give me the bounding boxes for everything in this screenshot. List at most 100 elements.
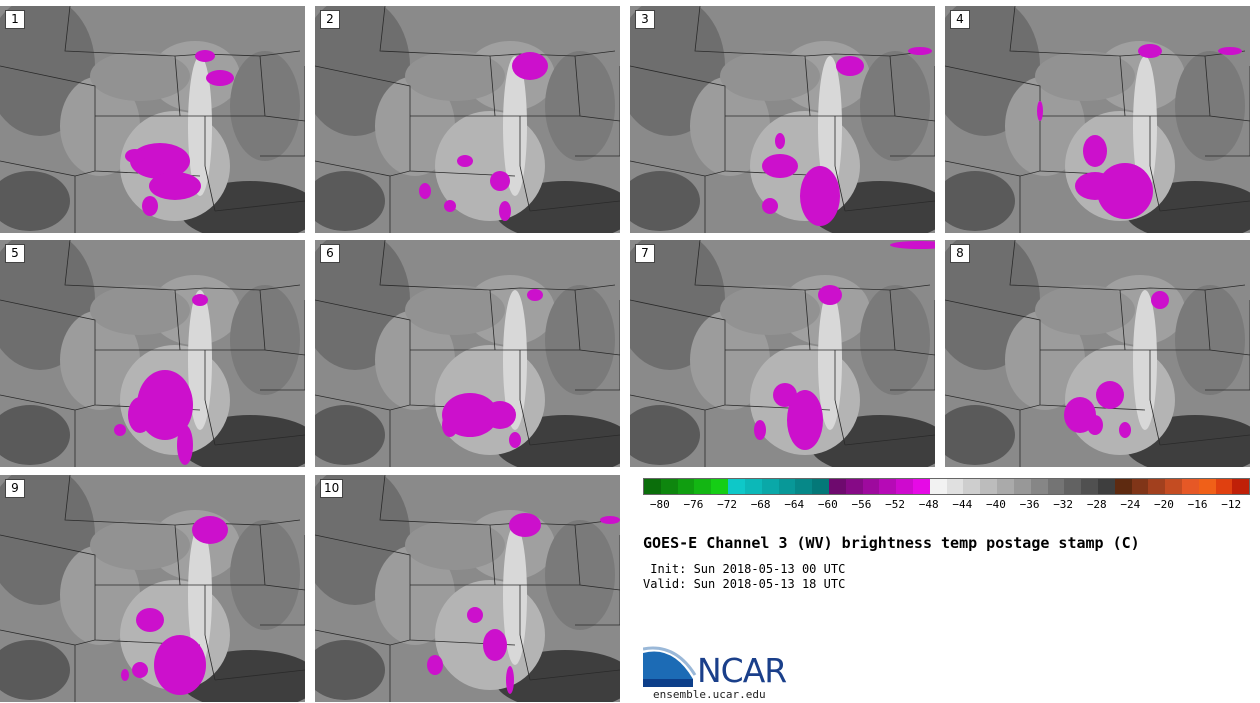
logo-url: ensemble.ucar.edu	[653, 688, 766, 701]
colorbar-swatch	[1198, 479, 1216, 494]
colorbar-swatch	[711, 479, 729, 494]
colorbar-tick-labels: −80 −76 −72 −68 −64 −60 −56 −52 −48 −44 −40 −36 −32−…	[643, 498, 1248, 512]
cold-cloud-top-region	[787, 390, 823, 450]
map-panel: 5	[0, 240, 305, 467]
cold-cloud-top-region	[818, 285, 842, 305]
colorbar-swatch	[1114, 479, 1132, 494]
cold-cloud-top-region	[177, 425, 193, 465]
colorbar-swatch	[963, 479, 981, 494]
colorbar-swatch	[1030, 479, 1048, 494]
colorbar-swatch	[1131, 479, 1149, 494]
colorbar-tick: −40	[985, 498, 1006, 511]
colorbar-swatch	[744, 479, 762, 494]
cold-cloud-top-region	[192, 294, 208, 306]
colorbar-swatch	[1064, 479, 1082, 494]
cold-cloud-top-region	[427, 655, 443, 675]
cold-cloud-top-region	[1138, 44, 1162, 58]
colorbar-swatch	[728, 479, 745, 494]
colorbar-swatch	[828, 479, 846, 494]
colorbar-swatch	[879, 479, 897, 494]
map-panel: 10	[315, 475, 620, 702]
colorbar-tick: −80	[649, 498, 670, 511]
colorbar-swatch	[1165, 479, 1182, 494]
water-vapor-map	[0, 240, 305, 467]
map-panel: 4	[945, 6, 1250, 233]
colorbar-swatch	[677, 479, 695, 494]
panel-number: 3	[635, 10, 655, 29]
water-vapor-map	[630, 240, 935, 467]
colorbar-swatch	[778, 479, 796, 494]
ncar-logo	[643, 646, 697, 687]
water-vapor-map	[315, 6, 620, 233]
colorbar-tick: −48	[918, 498, 939, 511]
colorbar-tick: −60	[817, 498, 838, 511]
colorbar-tick: −64	[784, 498, 805, 511]
cold-cloud-top-region	[512, 52, 548, 80]
cold-cloud-top-region	[762, 198, 778, 214]
cold-cloud-top-region	[125, 149, 145, 163]
water-vapor-map	[0, 6, 305, 233]
cold-cloud-top-region	[1083, 135, 1107, 167]
colorbar-swatch	[862, 479, 880, 494]
water-vapor-map	[945, 6, 1250, 233]
cold-cloud-top-region	[195, 50, 215, 62]
colorbar-swatch	[1148, 479, 1166, 494]
figure-title: GOES-E Channel 3 (WV) brightness temp po…	[643, 534, 1140, 552]
colorbar-swatch	[980, 479, 998, 494]
map-panel: 7	[630, 240, 935, 467]
panel-number: 8	[950, 244, 970, 263]
colorbar-swatch	[929, 479, 947, 494]
colorbar-swatch	[1097, 479, 1115, 494]
map-panel: 1	[0, 6, 305, 233]
water-vapor-map	[630, 6, 935, 233]
cold-cloud-top-region	[775, 133, 785, 149]
colorbar-tick: −32	[1053, 498, 1074, 511]
cold-cloud-top-region	[154, 635, 206, 695]
colorbar-swatch	[946, 479, 964, 494]
panel-number: 6	[320, 244, 340, 263]
colorbar-swatch	[1047, 479, 1065, 494]
cold-cloud-top-region	[1097, 163, 1153, 219]
water-vapor-map	[0, 475, 305, 702]
ncar-logo-text: NCAR	[697, 651, 787, 690]
panel-number: 5	[5, 244, 25, 263]
cold-cloud-top-region	[467, 607, 483, 623]
cold-cloud-top-region	[1218, 47, 1242, 55]
cold-cloud-top-region	[754, 420, 766, 440]
colorbar-swatch	[660, 479, 678, 494]
cold-cloud-top-region	[484, 401, 516, 429]
colorbar-tick: −16	[1187, 498, 1208, 511]
cold-cloud-top-region	[509, 432, 521, 448]
cold-cloud-top-region	[762, 154, 798, 178]
cold-cloud-top-region	[483, 629, 507, 661]
cold-cloud-top-region	[490, 171, 510, 191]
panel-number: 2	[320, 10, 340, 29]
colorbar-tick: −28	[1086, 498, 1107, 511]
map-panel: 6	[315, 240, 620, 467]
colorbar-tick: −56	[851, 498, 872, 511]
colorbar-swatch	[1232, 479, 1250, 494]
cold-cloud-top-region	[800, 166, 840, 226]
map-panel: 2	[315, 6, 620, 233]
map-panel: 9	[0, 475, 305, 702]
cold-cloud-top-region	[773, 383, 797, 407]
cold-cloud-top-region	[1075, 172, 1115, 200]
colorbar-swatch	[845, 479, 863, 494]
panel-number: 1	[5, 10, 25, 29]
colorbar-swatch	[1215, 479, 1233, 494]
cold-cloud-top-region	[192, 516, 228, 544]
colorbar-tick: −20	[1154, 498, 1174, 511]
colorbar-swatch	[1081, 479, 1098, 494]
colorbar-tick: −52	[885, 498, 906, 511]
panel-number: 9	[5, 479, 25, 498]
colorbar-tick: −76	[683, 498, 704, 511]
init-time: Init: Sun 2018-05-13 00 UTC	[643, 562, 846, 576]
cold-cloud-top-region	[509, 513, 541, 537]
water-vapor-map	[315, 475, 620, 702]
cold-cloud-top-region	[114, 424, 126, 436]
cold-cloud-top-region	[121, 669, 129, 681]
cold-cloud-top-region	[442, 413, 458, 437]
cold-cloud-top-region	[149, 172, 201, 200]
colorbar-swatch	[694, 479, 712, 494]
cold-cloud-top-region	[130, 143, 190, 179]
